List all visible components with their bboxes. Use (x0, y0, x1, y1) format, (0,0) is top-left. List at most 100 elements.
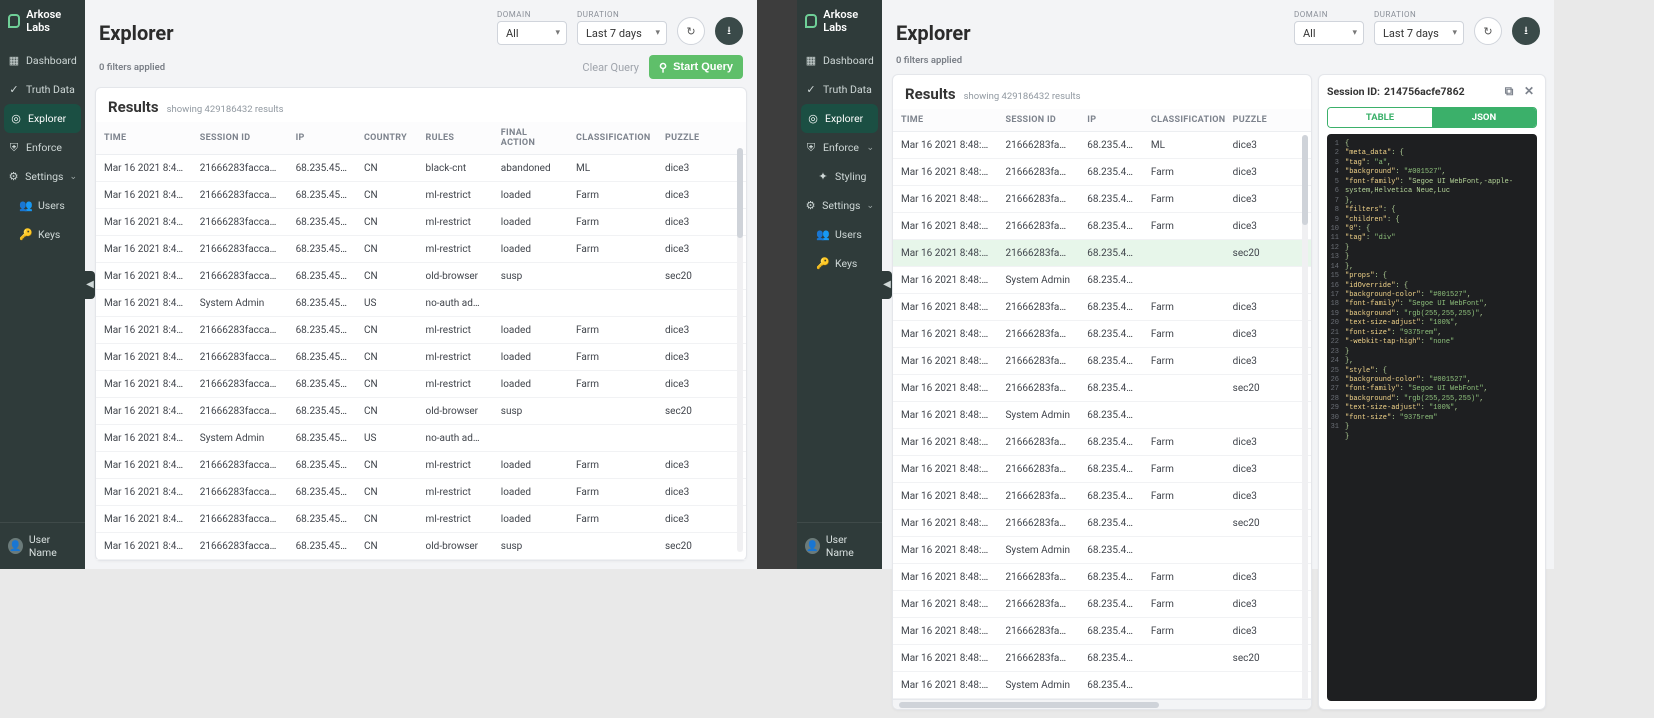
col-final-action[interactable]: FINAL ACTION (493, 122, 568, 155)
table-row[interactable]: Mar 16 2021 8:48:11amSystem Admin68.235.… (893, 267, 1311, 294)
table-row[interactable]: Mar 16 2021 8:48:11am21666283faccacd368.… (893, 159, 1311, 186)
table-row[interactable]: Mar 16 2021 8:48:11amSystem Admin68.235.… (96, 290, 746, 317)
cell-country: CN (356, 398, 418, 425)
json-viewer[interactable]: 1234567891011121314151617181920212223242… (1327, 134, 1537, 701)
table-row[interactable]: Mar 16 2021 8:48:11am21666283faccacd368.… (96, 506, 746, 533)
table-row[interactable]: Mar 16 2021 8:48:11am21666283faccacd368.… (893, 618, 1311, 645)
table-row[interactable]: Mar 16 2021 8:48:11am21666283faccacd368.… (96, 371, 746, 398)
table-row[interactable]: Mar 16 2021 8:48:11am21666283faccacd368.… (893, 240, 1311, 267)
cell-session: 21666283faccacd3 (192, 344, 288, 371)
table-row[interactable]: Mar 16 2021 8:48:11am21666283faccacd368.… (893, 564, 1311, 591)
nav-keys[interactable]: 🔑 Keys (0, 220, 85, 249)
table-row[interactable]: Mar 16 2021 8:48:11am21666283faccacd368.… (96, 182, 746, 209)
nav-styling[interactable]: ✦ Styling (797, 162, 882, 191)
row-menu-icon[interactable]: ⋮ (725, 560, 746, 561)
col-classification[interactable]: CLASSIFICATION (568, 122, 657, 155)
table-row[interactable]: Mar 16 2021 8:48:11am21666283faccacd368.… (96, 317, 746, 344)
nav-enforce[interactable]: ⛨ Enforce ⌄ (797, 133, 882, 162)
table-row[interactable]: Mar 16 2021 8:48:11am21666283faccacd368.… (96, 344, 746, 371)
table-row[interactable]: Mar 16 2021 8:48:11am21666283faccacd368.… (96, 263, 746, 290)
cell-action: loaded (493, 317, 568, 344)
table-row[interactable]: Mar 16 2021 8:48:11am21666283faccacd368.… (893, 429, 1311, 456)
col-session-id[interactable]: SESSION ID (997, 109, 1079, 132)
clear-query[interactable]: Clear Query (582, 61, 639, 74)
cell-puzzle: sec20 (657, 263, 725, 290)
table-row[interactable]: Mar 16 2021 8:48:11am21666283faccacd368.… (96, 236, 746, 263)
duration-select[interactable]: Last 7 days (1374, 21, 1464, 45)
nav-users[interactable]: 👥 Users (0, 191, 85, 220)
table-row[interactable]: Mar 16 2021 8:48:11amSystem Admin68.235.… (96, 425, 746, 452)
copy-icon[interactable]: ⧉ (1501, 83, 1517, 99)
table-row[interactable]: Mar 16 2021 8:48:11am21666283faccacd368.… (893, 186, 1311, 213)
start-query-button[interactable]: ⚲ Start Query (649, 55, 743, 79)
sidebar-footer[interactable]: 👤 User Name (0, 522, 85, 569)
refresh-button[interactable]: ↻ (1474, 17, 1502, 45)
brand-icon (805, 14, 817, 28)
download-button[interactable]: ⭳ (715, 17, 743, 45)
h-scrollbar[interactable] (893, 699, 1311, 709)
domain-select[interactable]: All (1294, 21, 1364, 45)
table-row[interactable]: Mar 16 2021 8:48:11am21666283faccacd368.… (893, 591, 1311, 618)
nav-enforce[interactable]: ⛨ Enforce (0, 133, 85, 162)
compass-icon: ◎ (10, 113, 22, 125)
col-time[interactable]: TIME (893, 109, 997, 132)
cell-session: 21666283faccacd3 (192, 317, 288, 344)
nav-settings[interactable]: ⚙ Settings ⌄ (797, 191, 882, 220)
nav-explorer[interactable]: ◎ Explorer (4, 104, 81, 133)
nav-dashboard[interactable]: ▦ Dashboard (0, 46, 85, 75)
v-scroll-thumb[interactable] (1302, 135, 1308, 225)
table-row[interactable]: Mar 16 2021 8:48:11am21666283faccacd368.… (893, 348, 1311, 375)
col-ip[interactable]: IP (288, 122, 356, 155)
nav-explorer[interactable]: ◎ Explorer (801, 104, 878, 133)
col-puzzle[interactable]: PUZZLE (1225, 109, 1289, 132)
table-row[interactable]: Mar 16 2021 8:48:11am21666283faccacd368.… (893, 294, 1311, 321)
table-row[interactable]: Mar 16 2021 8:48:11am21666283faccacd368.… (96, 209, 746, 236)
nav-dashboard[interactable]: ▦ Dashboard (797, 46, 882, 75)
nav-keys[interactable]: 🔑 Keys (797, 249, 882, 278)
col-puzzle[interactable]: PUZZLE (657, 122, 725, 155)
sidebar-footer[interactable]: 👤 User Name (797, 522, 882, 569)
col-ip[interactable]: IP (1079, 109, 1143, 132)
download-button[interactable]: ⭳ (1512, 17, 1540, 45)
h-scroll-thumb[interactable] (899, 702, 1159, 708)
table-row[interactable]: Mar 16 2021 8:48:11am21666283faccacd368.… (96, 479, 746, 506)
table-row[interactable]: Mar 16 2021 8:48:11am21666283faccacd368.… (893, 321, 1311, 348)
table-row[interactable]: Mar 16 2021 8:48:11am21666283faccacd368.… (893, 645, 1311, 672)
col-classification[interactable]: CLASSIFICATION (1143, 109, 1225, 132)
table-row[interactable]: Mar 16 2021 8:48:11am21666283faccacd368.… (893, 213, 1311, 240)
tab-json[interactable]: JSON (1432, 108, 1536, 127)
table-row[interactable]: Mar 16 2021 8:48:11am21666283faccacd368.… (893, 483, 1311, 510)
nav-users[interactable]: 👥 Users (797, 220, 882, 249)
v-scrollbar[interactable] (737, 148, 743, 552)
v-scrollbar[interactable] (1302, 135, 1308, 701)
tab-table[interactable]: TABLE (1328, 108, 1432, 127)
duration-select[interactable]: Last 7 days (577, 21, 667, 45)
table-row[interactable]: Mar 16 2021 8:48:11amSystem Admin68.235.… (893, 672, 1311, 699)
table-row[interactable]: Mar 16 2021 8:48:11am21666283faccacd368.… (893, 375, 1311, 402)
table-row[interactable]: Mar 16 2021 8:48:11am21666283faccacd368.… (96, 398, 746, 425)
sidebar-collapse[interactable]: ◀ (882, 271, 892, 299)
nav-truth-data[interactable]: ✓ Truth Data (0, 75, 85, 104)
domain-select[interactable]: All (497, 21, 567, 45)
table-row[interactable]: Mar 16 2021 8:48:11amSystem Admin68.235.… (893, 537, 1311, 564)
sidebar-collapse[interactable]: ◀ (85, 271, 95, 299)
col-session-id[interactable]: SESSION ID (192, 122, 288, 155)
nav-truth-data[interactable]: ✓ Truth Data (797, 75, 882, 104)
table-row[interactable]: Mar 16 2021 8:48:11am21666283faccacd368.… (893, 132, 1311, 159)
table-row[interactable]: Mar 16 2021 8:48:11amSystem Admin68.235.… (893, 402, 1311, 429)
table-row[interactable]: Mar 16 2021 8:48:11am21666283faccacd368.… (96, 155, 746, 182)
refresh-button[interactable]: ↻ (677, 17, 705, 45)
cell-session: System Admin (997, 402, 1079, 429)
table-row[interactable]: Mar 16 2021 8:48:11am21666283faccacd368.… (893, 510, 1311, 537)
table-row[interactable]: Mar 16 2021 8:48:11amSystem Admin68.235.… (96, 560, 746, 561)
table-row[interactable]: Mar 16 2021 8:48:11am21666283faccacd368.… (96, 533, 746, 560)
col-country[interactable]: COUNTRY (356, 122, 418, 155)
v-scroll-thumb[interactable] (737, 148, 743, 238)
table-row[interactable]: Mar 16 2021 8:48:11am21666283faccacd368.… (893, 456, 1311, 483)
close-icon[interactable]: ✕ (1521, 83, 1537, 99)
col-time[interactable]: TIME (96, 122, 192, 155)
col-rules[interactable]: RULES (418, 122, 493, 155)
table-row[interactable]: Mar 16 2021 8:48:11am21666283faccacd368.… (96, 452, 746, 479)
nav-settings[interactable]: ⚙ Settings ⌄ (0, 162, 85, 191)
cell-session: 21666283faccacd3 (997, 429, 1079, 456)
